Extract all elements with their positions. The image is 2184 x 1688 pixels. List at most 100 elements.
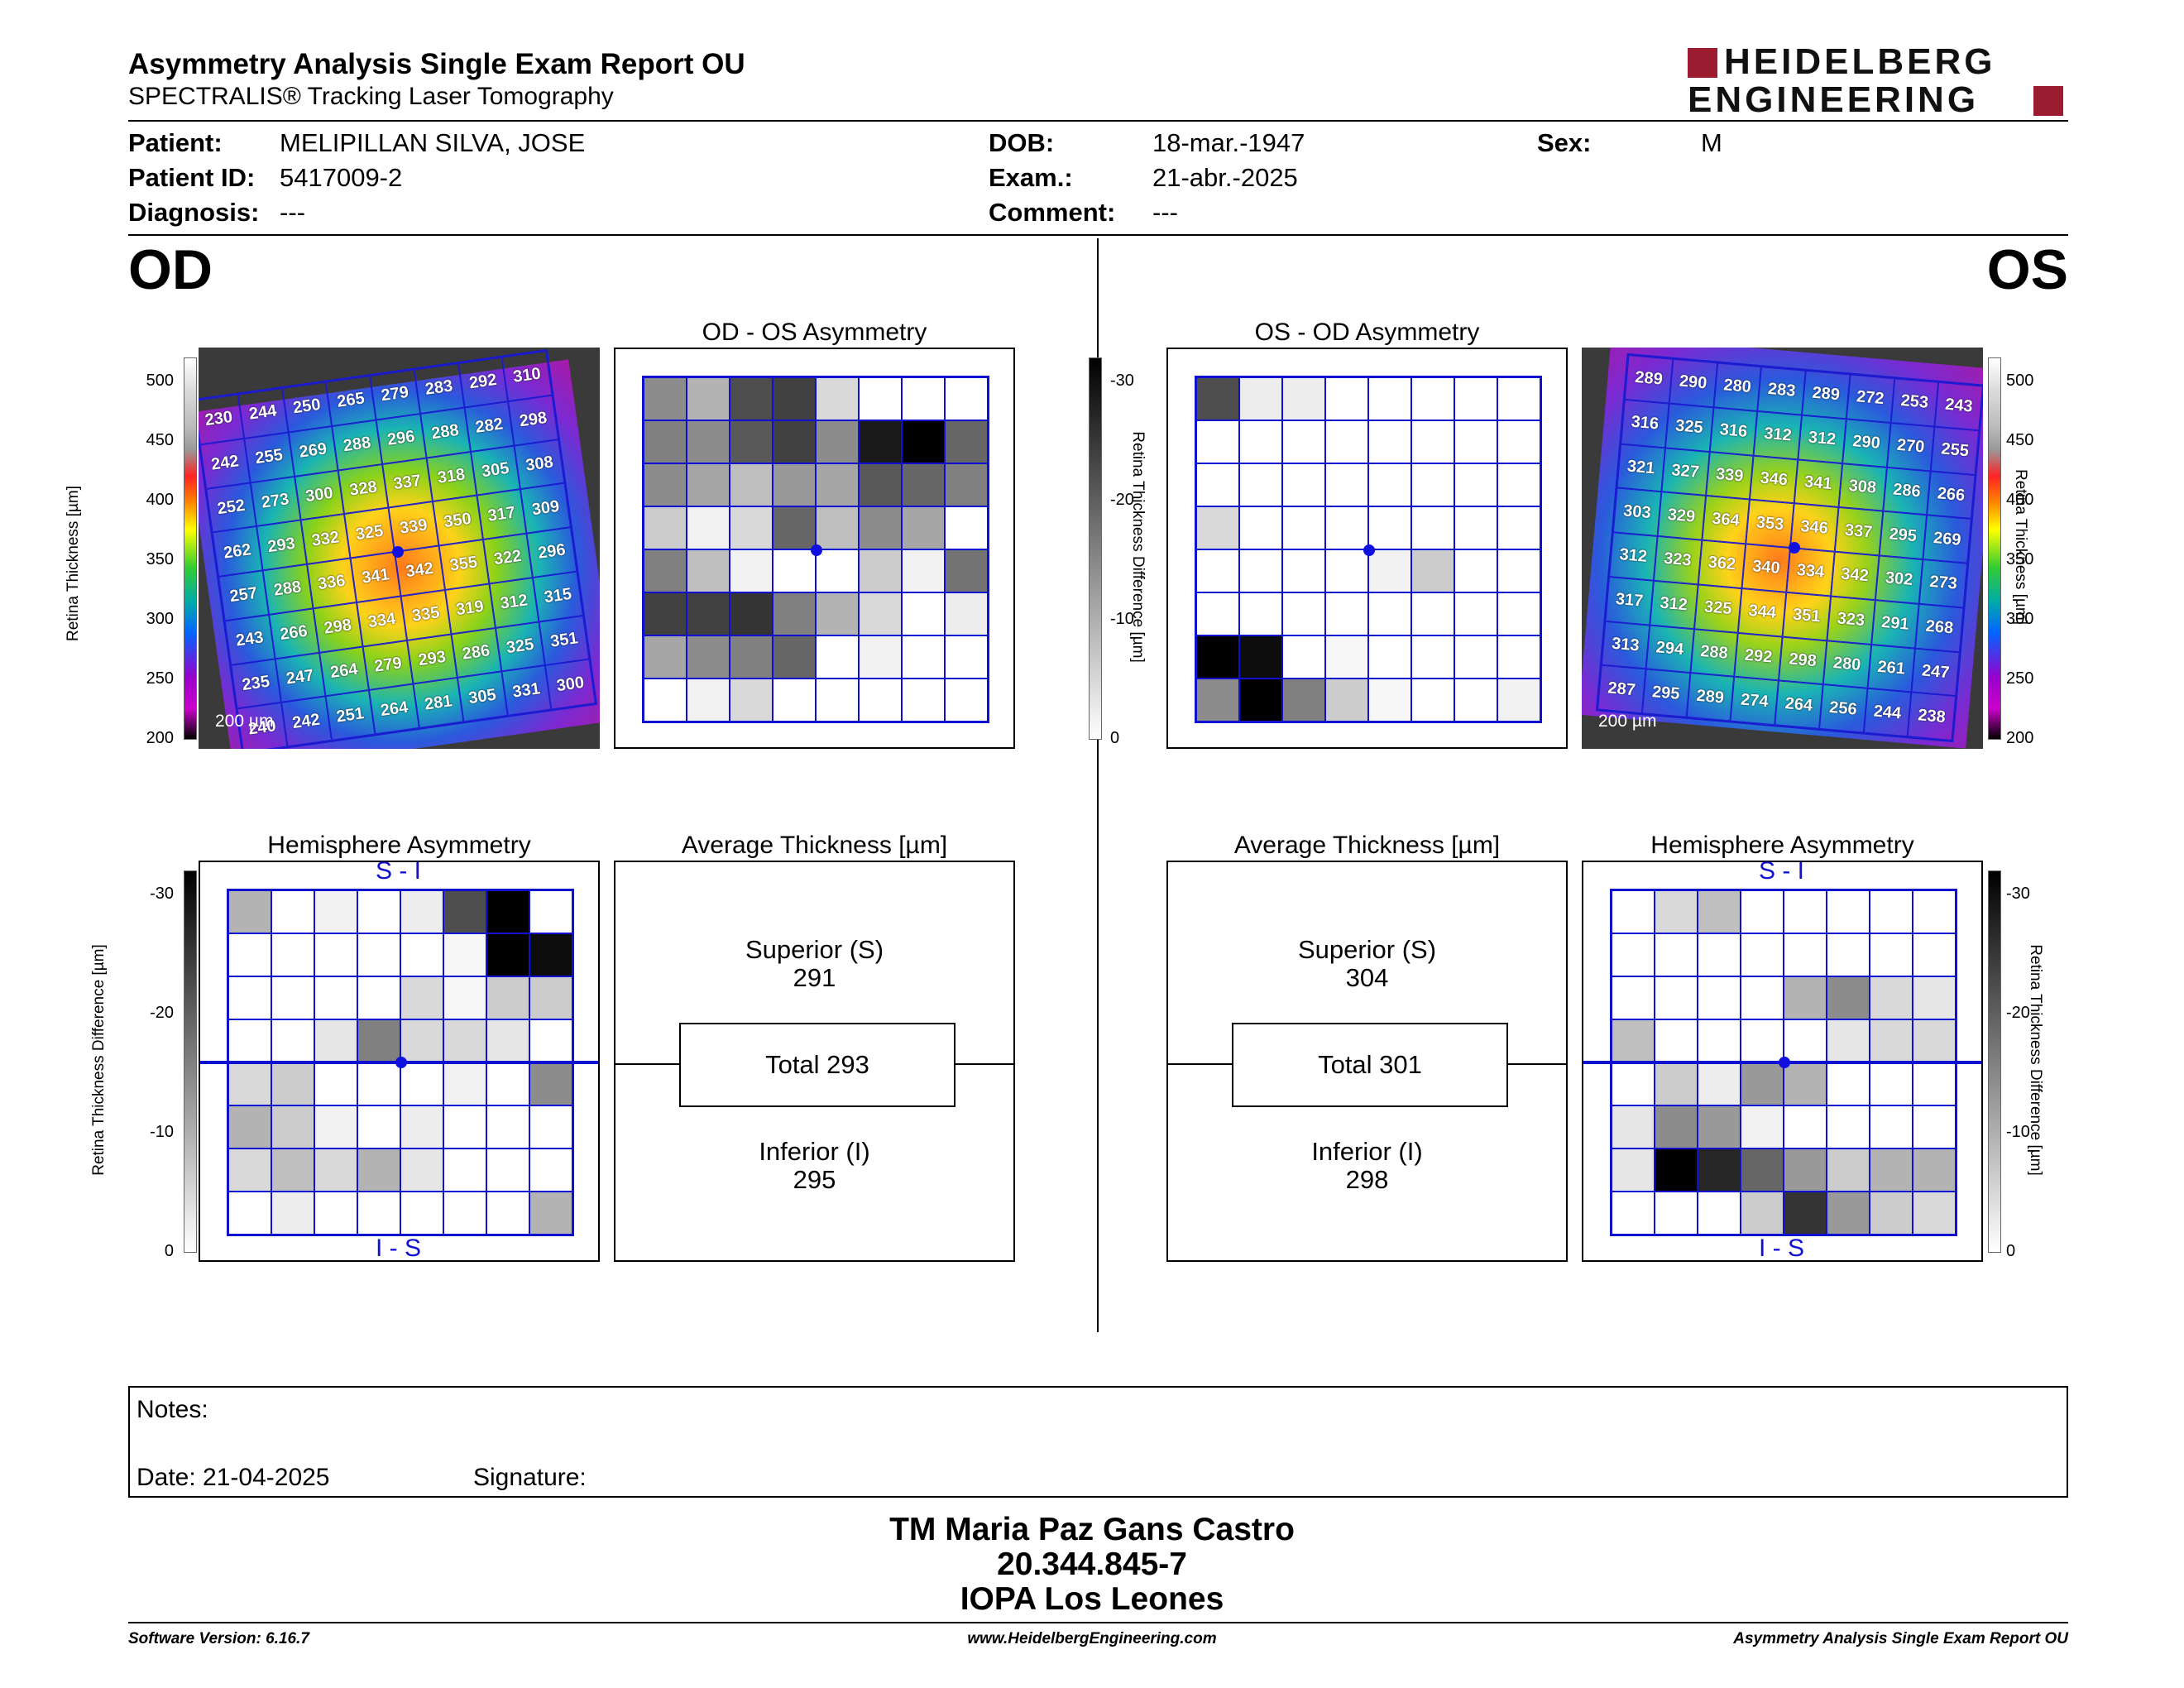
axis-tick-label: -10 — [150, 1123, 174, 1141]
od-total-box: Total 293 — [679, 1023, 956, 1107]
os-total-box: Total 301 — [1232, 1023, 1508, 1107]
asymmetry-cell — [1325, 377, 1368, 420]
thickness-cell: 265 — [325, 376, 376, 426]
asymmetry-cell — [1282, 549, 1325, 592]
asymmetry-cell — [687, 420, 730, 463]
asymmetry-cell — [1368, 420, 1411, 463]
asymmetry-cell — [443, 890, 486, 933]
thickness-cell: 283 — [1757, 367, 1806, 415]
asymmetry-cell — [730, 377, 773, 420]
comment-label: Comment: — [989, 198, 1116, 227]
axis-tick-label: 350 — [146, 550, 174, 568]
asymmetry-cell — [730, 463, 773, 506]
axis-tick-label: 200 — [146, 729, 174, 747]
thickness-cell: 351 — [539, 615, 590, 666]
asymmetry-cell — [687, 549, 730, 592]
thickness-cell: 283 — [414, 363, 465, 414]
asymmetry-cell — [1411, 549, 1454, 592]
asymmetry-cell — [357, 933, 400, 976]
asymmetry-cell — [1741, 1105, 1784, 1149]
asymmetry-cell — [228, 1149, 271, 1192]
thickness-cell: 287 — [1597, 664, 1646, 714]
thickness-cell: 323 — [1827, 596, 1875, 645]
asymmetry-cell — [1741, 933, 1784, 976]
asymmetry-cell — [816, 592, 859, 635]
asymmetry-cell — [1698, 933, 1741, 976]
footer-divider — [128, 1622, 2068, 1623]
asymmetry-cell — [644, 506, 687, 549]
od-scale-label: 200 µm — [215, 712, 274, 731]
asymmetry-cell — [1870, 890, 1913, 933]
axis-tick-label: -20 — [150, 1004, 174, 1022]
asymmetry-cell — [1497, 635, 1540, 679]
od-is-label: I - S — [376, 1235, 422, 1262]
os-asym-fovea-marker — [1363, 544, 1375, 556]
asymmetry-cell — [1411, 420, 1454, 463]
thickness-cell: 279 — [362, 640, 414, 691]
thickness-cell: 323 — [1653, 535, 1702, 585]
asymmetry-cell — [816, 377, 859, 420]
thickness-cell: 247 — [275, 652, 325, 703]
od-hemi-axis-label: Retina Thickness Difference [µm] — [89, 944, 108, 1176]
asymmetry-cell — [1196, 635, 1239, 679]
os-inferior-label: Inferior (I) — [1311, 1137, 1423, 1166]
footer-url[interactable]: www.HeidelbergEngineering.com — [967, 1630, 1217, 1647]
asymmetry-cell — [902, 635, 945, 679]
header-divider — [128, 120, 2068, 122]
asymmetry-cell — [314, 1105, 357, 1149]
axis-tick-label: 250 — [2006, 669, 2034, 688]
asymmetry-cell — [1655, 1192, 1698, 1235]
asymmetry-cell — [1282, 377, 1325, 420]
thickness-cell: 312 — [1649, 580, 1698, 629]
asymmetry-cell — [271, 1105, 314, 1149]
eye-divider — [1097, 238, 1099, 1332]
asymmetry-cell — [644, 679, 687, 722]
asymmetry-cell — [1870, 933, 1913, 976]
axis-tick-label: 500 — [2006, 372, 2034, 390]
thickness-cell: 264 — [1774, 680, 1823, 729]
axis-tick-label: -20 — [1110, 491, 1134, 509]
asymmetry-cell — [529, 976, 572, 1019]
thickness-cell: 339 — [1705, 451, 1754, 500]
asymmetry-cell — [1870, 1192, 1913, 1235]
thickness-cell: 289 — [1802, 370, 1851, 420]
os-hemi-grid — [1610, 889, 1957, 1236]
thickness-cell: 300 — [545, 659, 596, 710]
asymmetry-cell — [1196, 506, 1239, 549]
os-superior-value: 304 — [1345, 963, 1389, 992]
asymmetry-cell — [400, 1192, 443, 1235]
thickness-cell: 312 — [1753, 410, 1803, 459]
asymmetry-cell — [730, 549, 773, 592]
axis-tick-label: 450 — [146, 431, 174, 449]
asymmetry-cell — [1454, 506, 1497, 549]
axis-tick-label: 250 — [146, 669, 174, 688]
axis-tick-label: 450 — [2006, 431, 2034, 449]
logo-red-square-icon — [2033, 86, 2063, 116]
os-fundus-image: 289 290 280 283 289 272 253 243 316 325 316 312 312 2… — [1582, 348, 1983, 749]
asymmetry-cell — [314, 933, 357, 976]
os-hemi-center-marker — [1779, 1057, 1790, 1068]
axis-tick-label: 0 — [2006, 1242, 2016, 1260]
axis-tick-label: 200 — [2006, 729, 2034, 747]
asymmetry-cell — [945, 592, 988, 635]
report-title: Asymmetry Analysis Single Exam Report OU — [128, 48, 745, 80]
asymmetry-cell — [1196, 377, 1239, 420]
asymmetry-cell — [1870, 1019, 1913, 1062]
asymmetry-cell — [730, 679, 773, 722]
asymmetry-cell — [1497, 377, 1540, 420]
asymmetry-cell — [1827, 1105, 1870, 1149]
asymmetry-cell — [486, 890, 529, 933]
asymmetry-cell — [1655, 1019, 1698, 1062]
asymmetry-cell — [1454, 463, 1497, 506]
asymmetry-cell — [271, 976, 314, 1019]
asymmetry-cell — [1612, 890, 1655, 933]
asymmetry-cell — [1325, 679, 1368, 722]
report-subtitle: SPECTRALIS® Tracking Laser Tomography — [128, 83, 614, 110]
asymmetry-cell — [1827, 1062, 1870, 1105]
patient-label: Patient: — [128, 128, 223, 157]
thickness-cell: 350 — [432, 495, 483, 546]
axis-tick-label: 0 — [164, 1242, 174, 1260]
asymmetry-cell — [1698, 1062, 1741, 1105]
od-asym-fovea-marker — [811, 544, 822, 556]
axis-tick-label: 300 — [2006, 610, 2034, 628]
